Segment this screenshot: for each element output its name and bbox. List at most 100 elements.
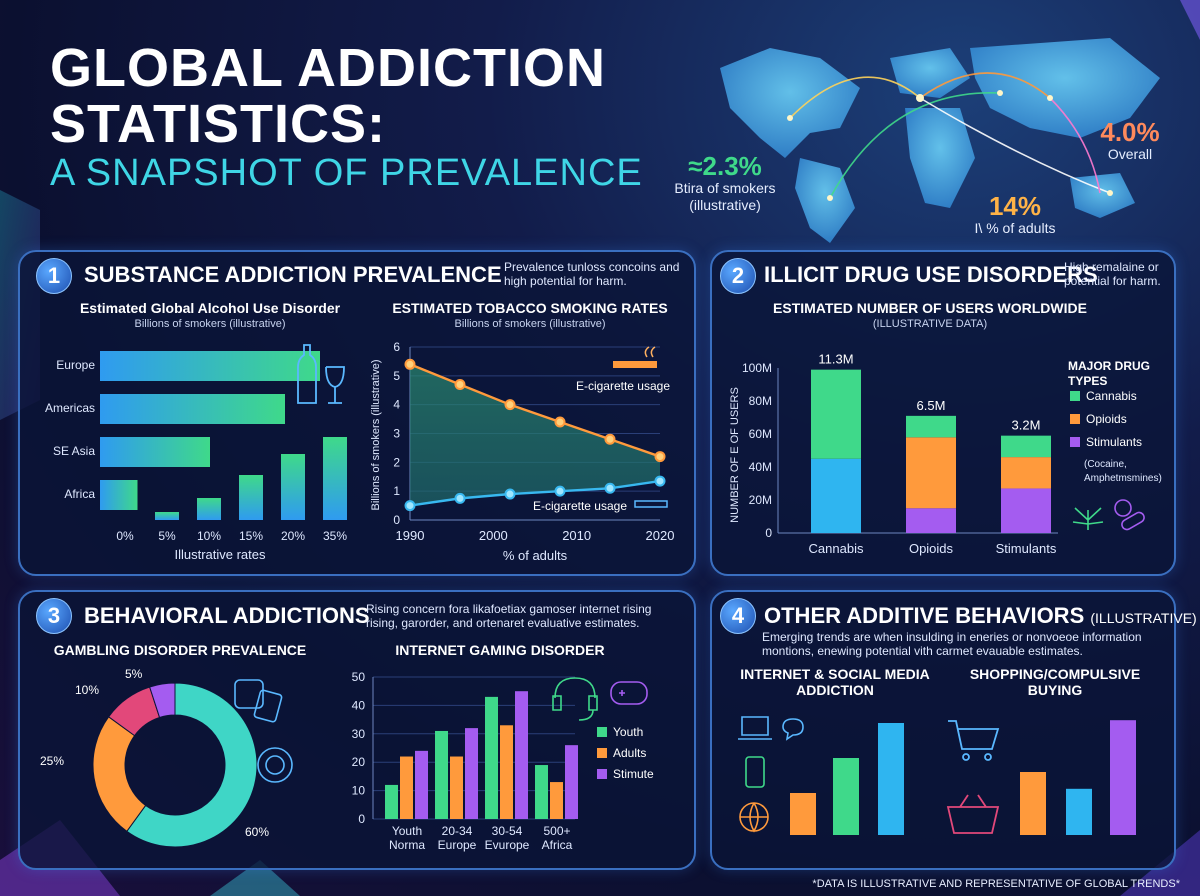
gambling-chart-title: GAMBLING DISORDER PREVALENCE (53, 642, 307, 658)
drugs-legend-title: MAJOR DRUG (1068, 359, 1150, 373)
card-shape (253, 689, 283, 723)
tobacco-point (454, 378, 466, 390)
gaming-bar (565, 745, 578, 819)
alcohol-hbar (100, 394, 285, 424)
tobacco-point (504, 399, 516, 411)
gaming-y-tick: 20 (352, 755, 366, 769)
cigarette-icon (613, 346, 657, 368)
basket-shape (946, 794, 1000, 834)
panel-2-title: ILLICIT DRUG USE DISORDERS (764, 262, 1098, 287)
tobacco-point (454, 492, 466, 504)
gaming-chart: 01020304050YouthNorma20-34Europe30-54Evu… (352, 670, 654, 852)
cart-wheel (984, 753, 992, 761)
drugs-top-label: 3.2M (1012, 418, 1041, 433)
globe-lines (740, 802, 768, 833)
basket-icon (946, 794, 1000, 834)
title-line-2: STATISTICS: (50, 94, 386, 154)
alcohol-chart: Europe Americas SE Asia Africa 0% 5% 10% 15% 20%… (45, 344, 347, 562)
gambling-slice-label: 5% (125, 667, 143, 681)
gaming-legend-swatch (597, 769, 607, 779)
map-stat-adults-value: 14% (988, 191, 1042, 221)
gaming-legend-swatch (597, 727, 607, 737)
title-line-1: GLOBAL ADDICTION (50, 38, 606, 98)
tobacco-y-tick: 4 (393, 398, 400, 412)
panel-other-behaviors (710, 590, 1176, 870)
drugs-y-tick: 80M (749, 394, 772, 408)
panel-4-title-note: (ILLUSTRATIVE) (1090, 610, 1197, 626)
shopping-chart-title-line2: BUYING (1027, 682, 1083, 698)
drugs-y-label: NUMBER OF E OF USERS (729, 387, 741, 523)
shopping-chart (946, 720, 1136, 835)
drugs-legend-label: Opioids (1086, 412, 1127, 426)
alcohol-category-label: Americas (45, 401, 95, 415)
panel-2-number: 2 (720, 258, 756, 294)
gaming-bar (435, 730, 448, 819)
gambling-slice-label: 60% (245, 825, 269, 839)
gaming-category-label: Norma (389, 838, 425, 852)
headset-icon (552, 677, 598, 721)
panel-3-number: 3 (36, 598, 72, 634)
gaming-bar (465, 728, 478, 819)
tobacco-point (604, 433, 616, 445)
drugs-legend-title: TYPES (1068, 374, 1107, 388)
gaming-legend-label: Adults (613, 746, 646, 760)
e-cigarette-icon (634, 500, 668, 508)
headset-shape (552, 677, 598, 721)
tobacco-area-fill (410, 364, 660, 506)
drugs-bar-segment (811, 369, 861, 459)
alcohol-category-label: SE Asia (53, 444, 95, 458)
gaming-bar (535, 765, 548, 819)
chat-bubble-icon (782, 718, 804, 741)
shopping-chart-title: SHOPPING/COMPULSIVE BUYING (950, 666, 1160, 698)
gaming-y-tick: 50 (352, 670, 366, 684)
tobacco-y-tick: 3 (393, 427, 400, 441)
panel-4-title: OTHER ADDITIVE BEHAVIORS (ILLUSTRATIVE) (764, 603, 1197, 629)
drugs-top-label: 6.5M (917, 398, 946, 413)
alcohol-hbar (100, 437, 210, 467)
gamepad-icon (610, 681, 648, 705)
tobacco-x-tick: 1990 (396, 528, 425, 543)
gamepad-dpad (619, 690, 625, 696)
map-stat-smokers-label: Btira of smokers (674, 180, 776, 196)
panel-3-title: BEHAVIORAL ADDICTIONS (84, 603, 370, 628)
map-stat-overall-value: 4.0% (1100, 117, 1160, 147)
drugs-y-tick: 0 (765, 526, 772, 540)
phone-shape (745, 756, 765, 788)
drugs-bar-segment (1001, 435, 1051, 458)
dice-icon (234, 679, 283, 723)
laptop-shape (738, 716, 772, 740)
tobacco-x-label: % of adults (503, 548, 568, 563)
drugs-chart-title: ESTIMATED NUMBER OF USERS WORLDWIDE (773, 300, 1087, 316)
alcohol-vbar (323, 437, 347, 520)
world-map (720, 38, 1160, 243)
social-chart-title: INTERNET & SOCIAL MEDIA ADDICTION (730, 666, 940, 698)
drugs-category-label: Cannabis (809, 541, 864, 556)
tobacco-point (554, 485, 566, 497)
drugs-y-tick: 100M (742, 361, 772, 375)
shopping-bar (1066, 788, 1092, 835)
gaming-bar (400, 756, 413, 819)
poker-chip-icon (257, 747, 293, 783)
pill-icon (1114, 499, 1145, 531)
drugs-legend-swatch (1070, 391, 1080, 401)
gaming-category-label: Europe (438, 838, 477, 852)
cart-wheel (962, 753, 970, 761)
cannabis-leaf-icon (1072, 507, 1104, 530)
gaming-y-tick: 0 (358, 812, 365, 826)
alcohol-vbar (281, 454, 305, 520)
gaming-bar (550, 782, 563, 819)
drugs-legend-label: Cannabis (1086, 389, 1137, 403)
alcohol-vbar (239, 475, 263, 520)
tobacco-y-tick: 1 (393, 484, 400, 498)
social-chart-title-line2: ADDICTION (796, 682, 874, 698)
drugs-category-label: Stimulants (996, 541, 1057, 556)
panel-1-title: SUBSTANCE ADDICTION PREVALENCE (84, 262, 502, 287)
drugs-legend-note: Amphetmsmines) (1084, 473, 1162, 484)
tobacco-x-tick: 2000 (479, 528, 508, 543)
cart-shape (948, 720, 1000, 750)
chat-bubble-shape (782, 718, 804, 741)
alcohol-vbar (155, 512, 179, 520)
gaming-y-tick: 10 (352, 784, 366, 798)
gaming-bar (385, 784, 398, 819)
gaming-category-label: Evurope (485, 838, 530, 852)
